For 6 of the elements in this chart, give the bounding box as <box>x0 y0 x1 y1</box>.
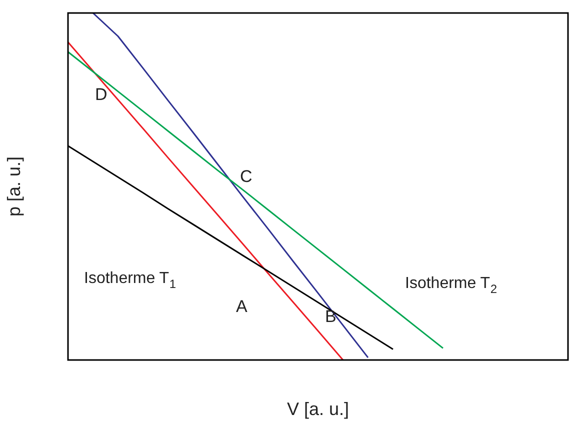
annotation: B <box>325 307 336 326</box>
annotation: D <box>95 85 108 104</box>
y-axis-title: p [a. u.] <box>4 156 24 217</box>
annotation: C <box>240 167 252 186</box>
x-axis-title: V [a. u.] <box>286 399 350 420</box>
annotation: A <box>236 297 248 316</box>
